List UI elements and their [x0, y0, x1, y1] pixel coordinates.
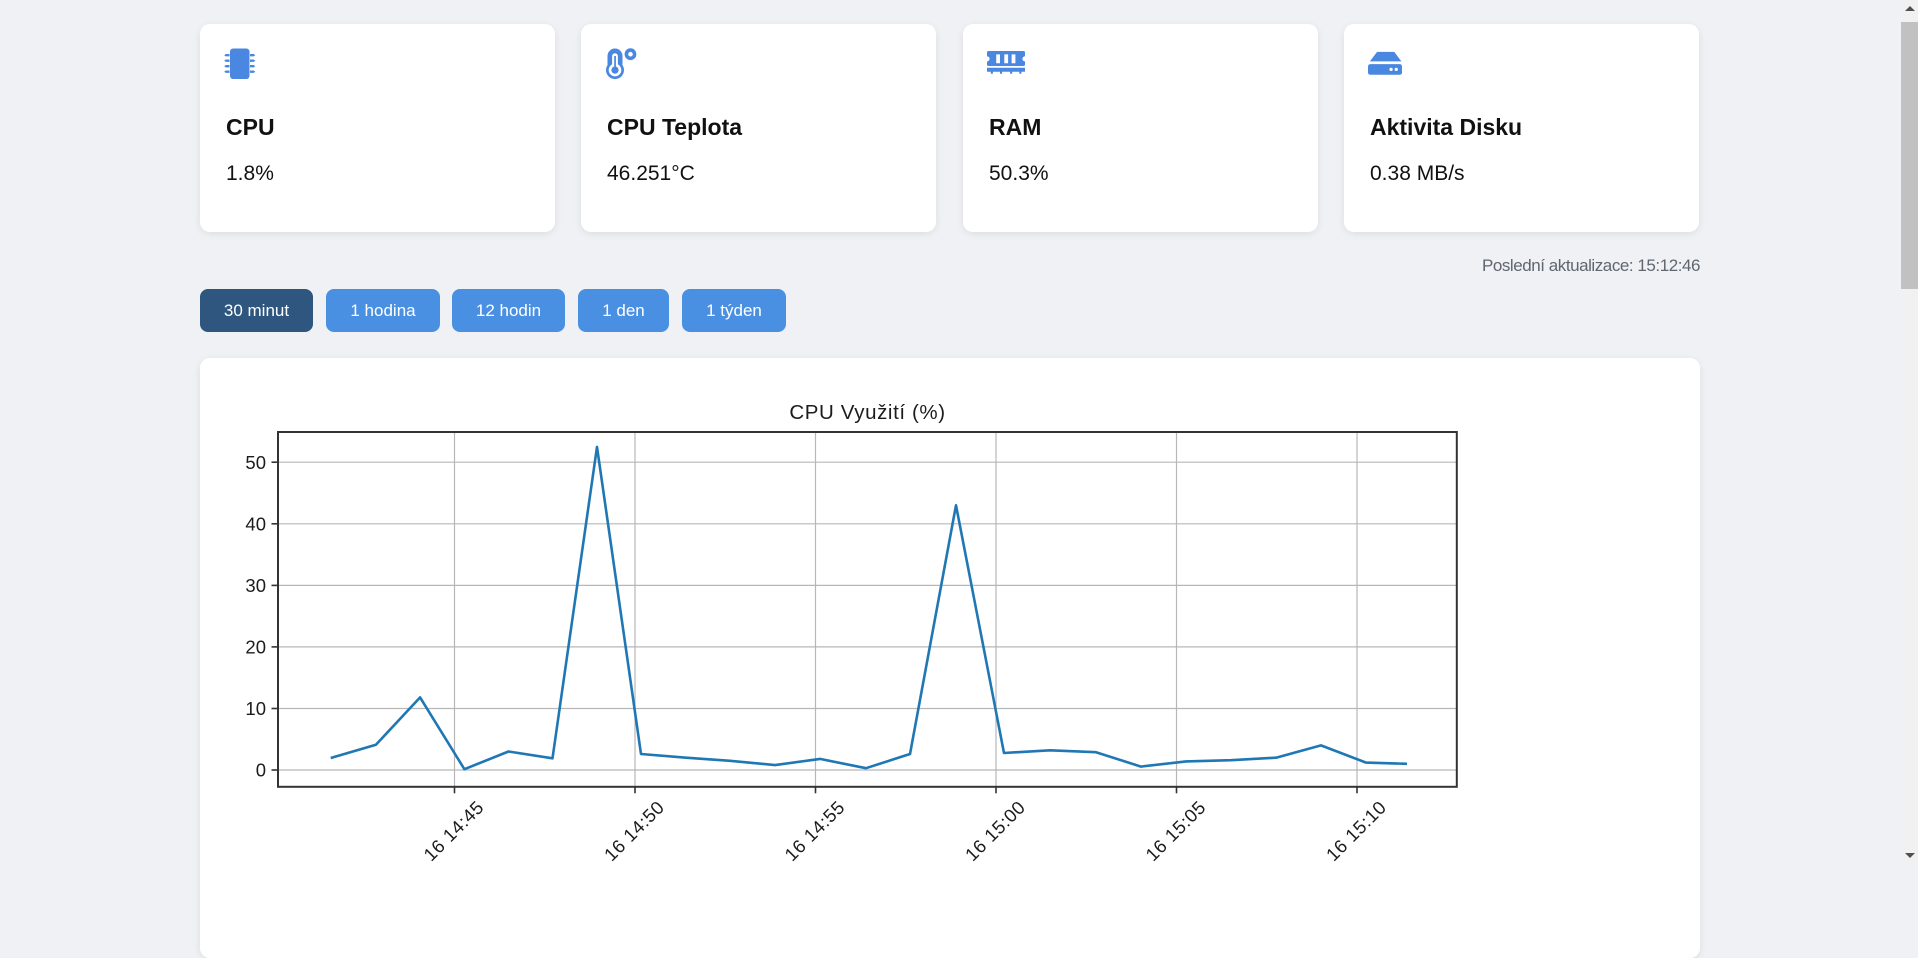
svg-text:10: 10 — [245, 698, 266, 719]
svg-text:0: 0 — [256, 760, 266, 781]
svg-text:CPU Využití (%): CPU Využití (%) — [789, 401, 945, 424]
svg-text:16 15:05: 16 15:05 — [1141, 796, 1210, 863]
svg-text:16 15:00: 16 15:00 — [961, 796, 1030, 863]
svg-text:50: 50 — [245, 452, 266, 473]
svg-text:16 14:45: 16 14:45 — [419, 796, 488, 863]
svg-text:30: 30 — [245, 575, 266, 596]
svg-text:40: 40 — [245, 514, 266, 535]
svg-text:20: 20 — [245, 637, 266, 658]
svg-text:16 14:50: 16 14:50 — [600, 796, 669, 863]
svg-text:16 15:10: 16 15:10 — [1322, 796, 1391, 863]
svg-text:16 14:55: 16 14:55 — [780, 796, 849, 863]
